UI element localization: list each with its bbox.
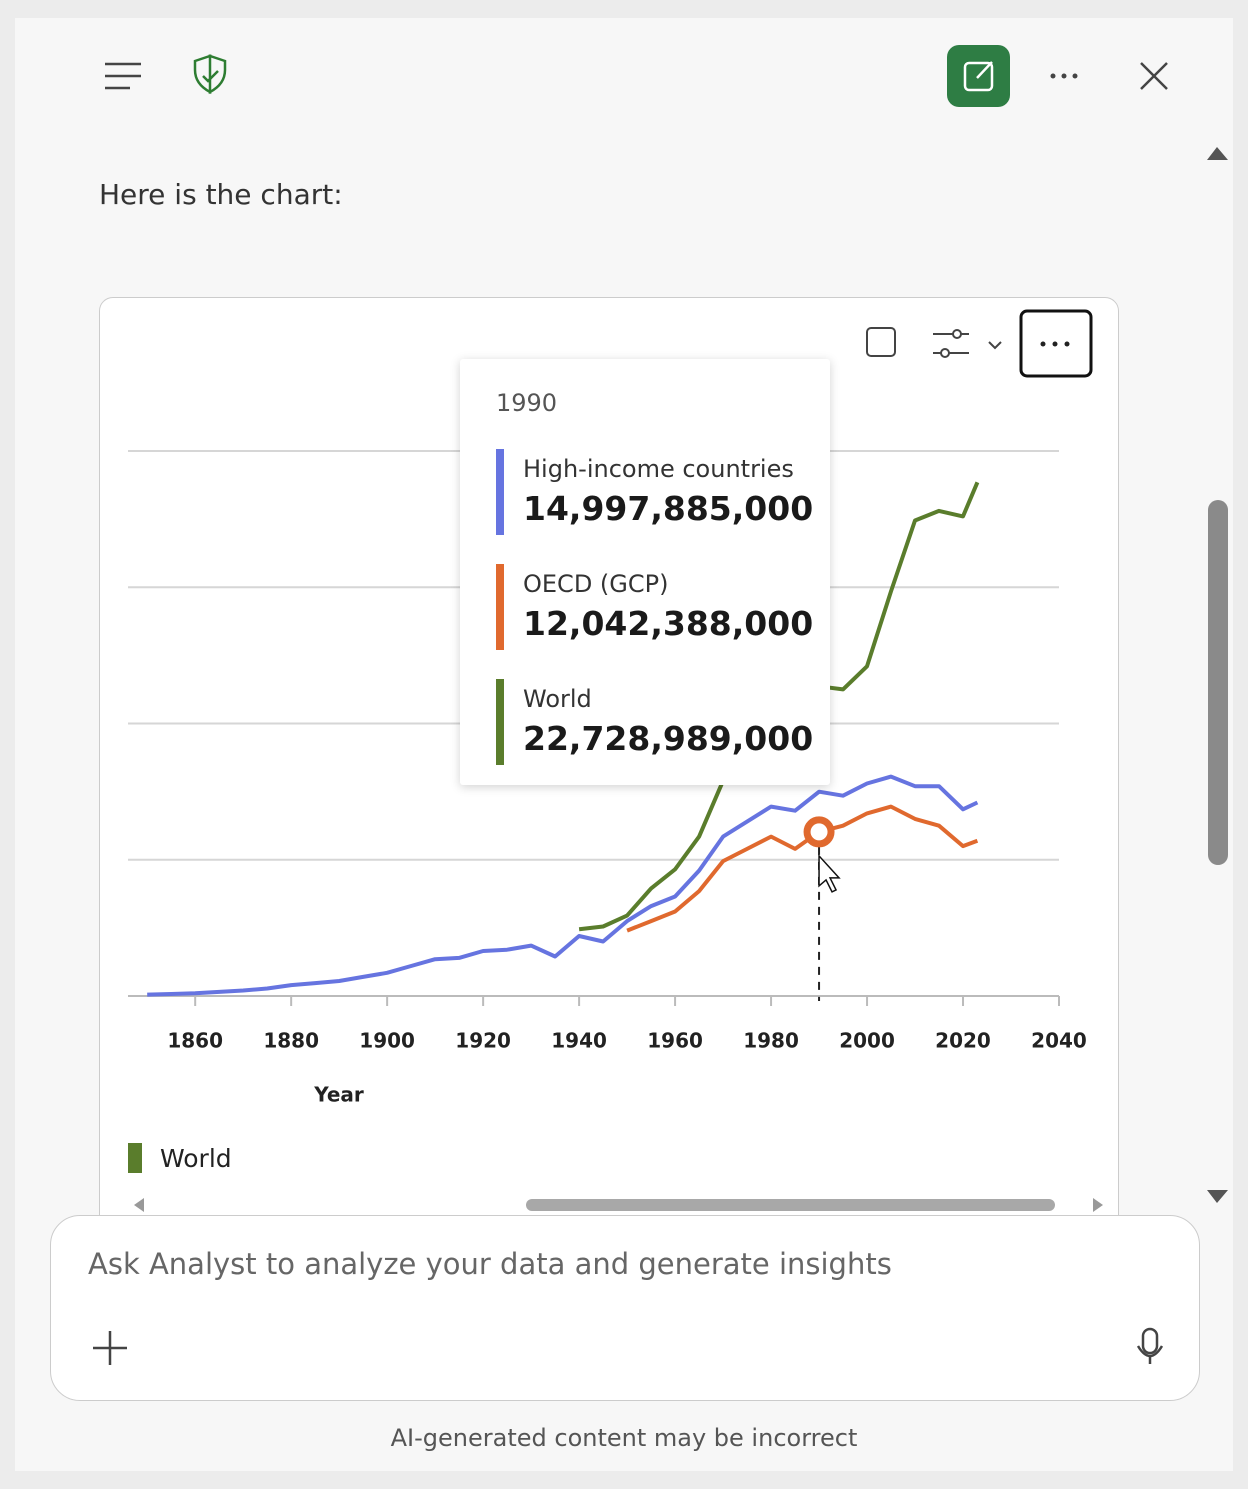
- x-axis-label: Year: [313, 1083, 364, 1107]
- hover-point: [803, 816, 835, 848]
- x-tick-label: 1860: [167, 1029, 223, 1053]
- tooltip-series-name: OECD (GCP): [523, 570, 669, 598]
- image-button[interactable]: [866, 327, 896, 357]
- tooltip-swatch: [496, 679, 504, 765]
- settings-button[interactable]: [933, 333, 969, 354]
- settings-knob: [952, 329, 962, 339]
- dropdown-caret: [988, 341, 1002, 350]
- input-box[interactable]: Ask Analyst to analyze your data and gen…: [50, 1215, 1200, 1401]
- scroll-down[interactable]: [1207, 1190, 1228, 1203]
- x-tick-label: 2040: [1031, 1029, 1087, 1053]
- chart-more-button[interactable]: [1019, 309, 1093, 378]
- x-tick-label: 1920: [455, 1029, 511, 1053]
- add-button[interactable]: [93, 1331, 127, 1365]
- shield-icon: [193, 54, 227, 95]
- header-icons: [105, 45, 1168, 107]
- tooltip-value: 14,997,885,000: [523, 489, 814, 528]
- x-tick-label: 1980: [743, 1029, 799, 1053]
- more-button[interactable]: [1050, 73, 1078, 79]
- x-tick-label: 2020: [935, 1029, 991, 1053]
- disclaimer: AI-generated content may be incorrect: [390, 1424, 858, 1452]
- tooltip-swatch: [496, 449, 504, 535]
- tooltip-value: 12,042,388,000: [523, 604, 814, 643]
- cursor: [818, 853, 841, 893]
- dot: [1040, 341, 1046, 347]
- tooltip-value: 22,728,989,000: [523, 719, 814, 758]
- close-button[interactable]: [1140, 62, 1168, 90]
- header: [15, 18, 1233, 130]
- settings-knob: [940, 348, 950, 358]
- mic-button[interactable]: [1136, 1327, 1164, 1364]
- hscroll-right[interactable]: [1093, 1198, 1103, 1212]
- x-tick-label: 2000: [839, 1029, 895, 1053]
- x-tick-label: 1940: [551, 1029, 607, 1053]
- x-tick-label: 1900: [359, 1029, 415, 1053]
- series-line: [626, 804, 979, 933]
- legend-label: World: [160, 1144, 232, 1173]
- series-line: [147, 774, 979, 997]
- tooltip-swatch: [496, 564, 504, 650]
- dot: [1052, 341, 1058, 347]
- scroll-up[interactable]: [1207, 147, 1228, 160]
- legend-swatch: [128, 1143, 142, 1173]
- input-icons: [93, 1327, 1164, 1365]
- hscroll-left[interactable]: [134, 1198, 144, 1212]
- hscroll-thumb[interactable]: [526, 1199, 1055, 1211]
- scroll-thumb[interactable]: [1208, 500, 1228, 865]
- x-tick-label: 1960: [647, 1029, 703, 1053]
- menu-button[interactable]: [105, 62, 141, 90]
- tooltip-year: 1990: [496, 389, 558, 417]
- tooltip-series-name: High-income countries: [523, 455, 794, 483]
- lead-text: Here is the chart:: [99, 178, 343, 211]
- dot: [1064, 341, 1070, 347]
- x-tick-label: 1880: [263, 1029, 319, 1053]
- tooltip-series-name: World: [523, 685, 592, 713]
- scrollbar: [1207, 147, 1228, 1203]
- input-placeholder: Ask Analyst to analyze your data and gen…: [88, 1247, 892, 1281]
- tooltip: 1990 High-income countries 14,997,885,000…: [460, 359, 830, 785]
